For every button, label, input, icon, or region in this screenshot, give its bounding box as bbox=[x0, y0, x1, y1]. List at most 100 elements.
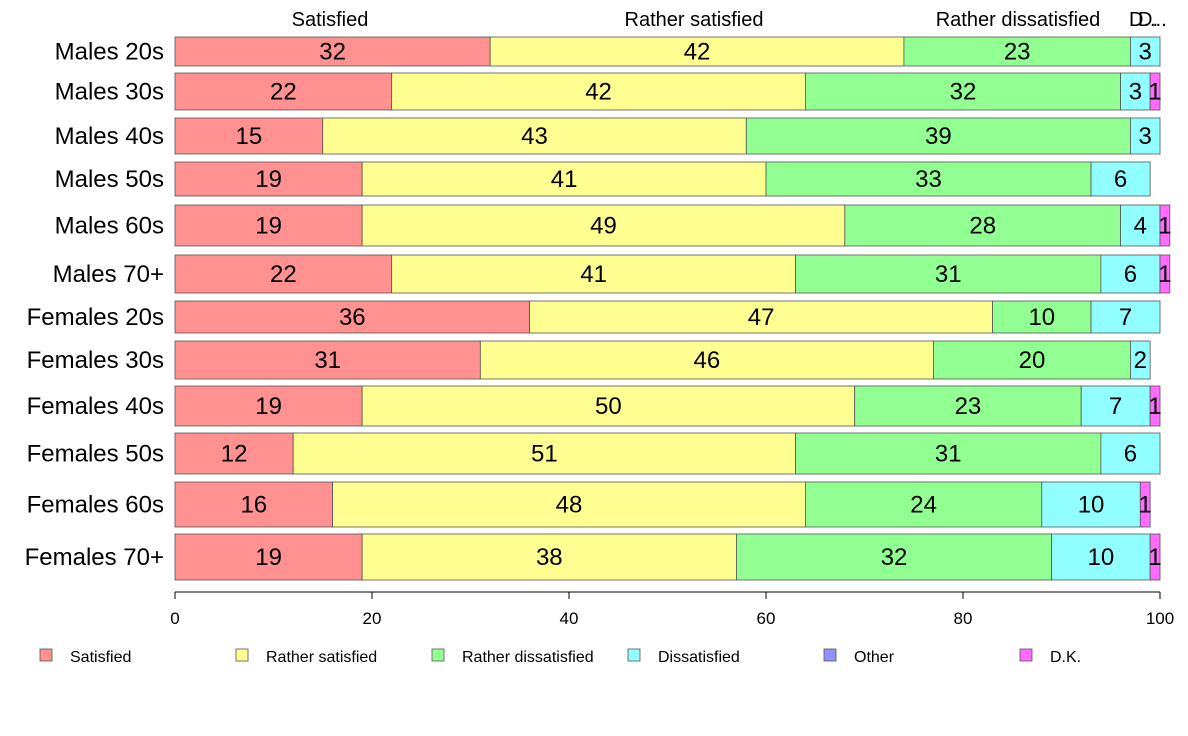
data-label-dissatisfied-males-50s: 6 bbox=[1114, 166, 1127, 193]
bar-satisfied-males-20s bbox=[174, 36, 491, 67]
bar-d-k-females-70 bbox=[1149, 533, 1161, 581]
data-label-dissatisfied-females-20s: 7 bbox=[1119, 304, 1132, 331]
bar-rather-satisfied-males-60s bbox=[361, 204, 846, 247]
category-label-females-30s: Females 30s bbox=[27, 347, 164, 374]
bars-layer: 32 42 23 322 42 32 3 115 43 39 319 41 33 619 49 28 4 122 4… bbox=[174, 36, 1172, 581]
bar-rather-satisfied-females-30s bbox=[479, 340, 934, 380]
bar-satisfied-males-40s bbox=[174, 117, 324, 155]
data-label-satisfied-females-50s: 12 bbox=[221, 441, 248, 468]
legend: Satisfied Rather satisfied Rather dissatis… bbox=[39, 648, 1081, 666]
bar-satisfied-females-30s bbox=[174, 340, 481, 380]
data-label-d-k-males-60s: 1 bbox=[1158, 213, 1171, 240]
data-label-satisfied-females-40s: 19 bbox=[255, 393, 282, 420]
data-label-satisfied-females-60s: 16 bbox=[240, 492, 267, 519]
bar-dissatisfied-females-50s bbox=[1100, 432, 1161, 475]
x-axis: 0 20 40 60 80 100 bbox=[170, 591, 1174, 628]
legend-swatch-dissatisfied bbox=[627, 648, 641, 662]
data-label-d-k-females-70: 1 bbox=[1148, 544, 1161, 571]
bar-rather-dissatisfied-females-60s bbox=[805, 481, 1043, 528]
category-label-males-60s: Males 60s bbox=[55, 213, 164, 240]
legend-label-dissatisfied: Dissatisfied bbox=[658, 649, 740, 666]
x-tick-label-80: 80 bbox=[954, 609, 973, 628]
top-label-rather-dissatisfied: Rather dissatisfied bbox=[936, 9, 1101, 31]
x-tick-label-0: 0 bbox=[170, 609, 179, 628]
data-label-rather-satisfied-females-60s: 48 bbox=[556, 492, 583, 519]
data-label-dissatisfied-females-50s: 6 bbox=[1124, 441, 1137, 468]
data-label-rather-satisfied-males-20s: 42 bbox=[684, 39, 711, 66]
data-label-rather-dissatisfied-females-20s: 10 bbox=[1028, 304, 1055, 331]
legend-label-d-k: D.K. bbox=[1050, 649, 1081, 666]
bar-dissatisfied-females-40s bbox=[1080, 385, 1151, 427]
top-label-satisfied: Satisfied bbox=[292, 9, 369, 31]
data-label-rather-satisfied-males-40s: 43 bbox=[521, 123, 548, 150]
bar-d-k-males-30s bbox=[1149, 72, 1161, 111]
data-label-satisfied-females-70: 19 bbox=[255, 544, 282, 571]
data-label-rather-dissatisfied-females-30s: 20 bbox=[1019, 347, 1046, 374]
bar-dissatisfied-males-70 bbox=[1100, 254, 1161, 294]
data-label-rather-dissatisfied-males-60s: 28 bbox=[969, 213, 996, 240]
data-label-rather-dissatisfied-females-40s: 23 bbox=[955, 393, 982, 420]
legend-swatch-other bbox=[823, 648, 837, 662]
data-label-satisfied-females-30s: 31 bbox=[314, 347, 341, 374]
bar-dissatisfied-males-40s bbox=[1130, 117, 1161, 155]
data-label-rather-satisfied-females-20s: 47 bbox=[748, 304, 775, 331]
bar-dissatisfied-females-70 bbox=[1051, 533, 1151, 581]
data-label-satisfied-males-70: 22 bbox=[270, 261, 297, 288]
x-tick-label-60: 60 bbox=[757, 609, 776, 628]
legend-swatch-rather-dissatisfied bbox=[431, 648, 445, 662]
bar-rather-dissatisfied-females-50s bbox=[795, 432, 1102, 475]
category-label-females-50s: Females 50s bbox=[27, 441, 164, 468]
data-label-rather-satisfied-males-70: 41 bbox=[580, 261, 607, 288]
bar-dissatisfied-males-60s bbox=[1120, 204, 1161, 247]
bar-d-k-females-40s bbox=[1149, 385, 1161, 427]
bar-rather-satisfied-females-20s bbox=[529, 300, 993, 334]
category-labels: Males 20s Males 30s Males 40s Males 50s Male… bbox=[25, 39, 164, 572]
data-label-d-k-males-70: 1 bbox=[1158, 261, 1171, 288]
data-label-dissatisfied-males-30s: 3 bbox=[1129, 79, 1142, 106]
bar-d-k-females-60s bbox=[1139, 481, 1151, 528]
data-label-rather-satisfied-males-60s: 49 bbox=[590, 213, 617, 240]
bar-dissatisfied-males-50s bbox=[1090, 161, 1151, 197]
category-label-males-50s: Males 50s bbox=[55, 166, 164, 193]
data-label-rather-dissatisfied-females-60s: 24 bbox=[910, 492, 937, 519]
bar-rather-dissatisfied-males-70 bbox=[795, 254, 1102, 294]
bar-satisfied-males-30s bbox=[174, 72, 393, 111]
bar-rather-satisfied-females-70 bbox=[361, 533, 737, 581]
data-label-rather-dissatisfied-males-30s: 32 bbox=[950, 79, 977, 106]
category-label-females-40s: Females 40s bbox=[27, 393, 164, 420]
data-label-d-k-females-40s: 1 bbox=[1148, 393, 1161, 420]
x-tick-label-40: 40 bbox=[560, 609, 579, 628]
bar-rather-dissatisfied-females-40s bbox=[854, 385, 1082, 427]
legend-swatch-satisfied bbox=[39, 648, 53, 662]
data-label-rather-dissatisfied-females-50s: 31 bbox=[935, 441, 962, 468]
category-label-males-40s: Males 40s bbox=[55, 123, 164, 150]
data-label-rather-dissatisfied-males-40s: 39 bbox=[925, 123, 952, 150]
bar-rather-satisfied-females-50s bbox=[292, 432, 796, 475]
data-label-dissatisfied-females-70: 10 bbox=[1088, 544, 1115, 571]
top-labels: Satisfied Rather satisfied Rather dissat… bbox=[292, 9, 1167, 31]
x-tick-label-100: 100 bbox=[1146, 609, 1174, 628]
bar-rather-dissatisfied-males-40s bbox=[745, 117, 1131, 155]
category-label-females-60s: Females 60s bbox=[27, 492, 164, 519]
data-label-dissatisfied-females-40s: 7 bbox=[1109, 393, 1122, 420]
data-label-satisfied-males-60s: 19 bbox=[255, 213, 282, 240]
bar-rather-satisfied-males-30s bbox=[391, 72, 806, 111]
data-label-satisfied-males-50s: 19 bbox=[255, 166, 282, 193]
data-label-rather-dissatisfied-females-70: 32 bbox=[881, 544, 908, 571]
data-label-satisfied-males-30s: 22 bbox=[270, 79, 297, 106]
category-label-males-20s: Males 20s bbox=[55, 39, 164, 66]
bar-rather-satisfied-females-40s bbox=[361, 385, 856, 427]
data-label-rather-satisfied-females-50s: 51 bbox=[531, 441, 558, 468]
category-label-males-30s: Males 30s bbox=[55, 79, 164, 106]
data-label-dissatisfied-males-70: 6 bbox=[1124, 261, 1137, 288]
data-label-d-k-females-60s: 1 bbox=[1139, 492, 1152, 519]
bar-satisfied-males-60s bbox=[174, 204, 363, 247]
legend-label-satisfied: Satisfied bbox=[70, 649, 131, 666]
legend-label-rather-satisfied: Rather satisfied bbox=[266, 649, 377, 666]
bar-rather-dissatisfied-males-20s bbox=[903, 36, 1131, 67]
category-label-females-20s: Females 20s bbox=[27, 304, 164, 331]
bar-satisfied-females-20s bbox=[174, 300, 531, 334]
bar-rather-dissatisfied-males-50s bbox=[765, 161, 1092, 197]
bar-rather-dissatisfied-females-20s bbox=[992, 300, 1092, 334]
